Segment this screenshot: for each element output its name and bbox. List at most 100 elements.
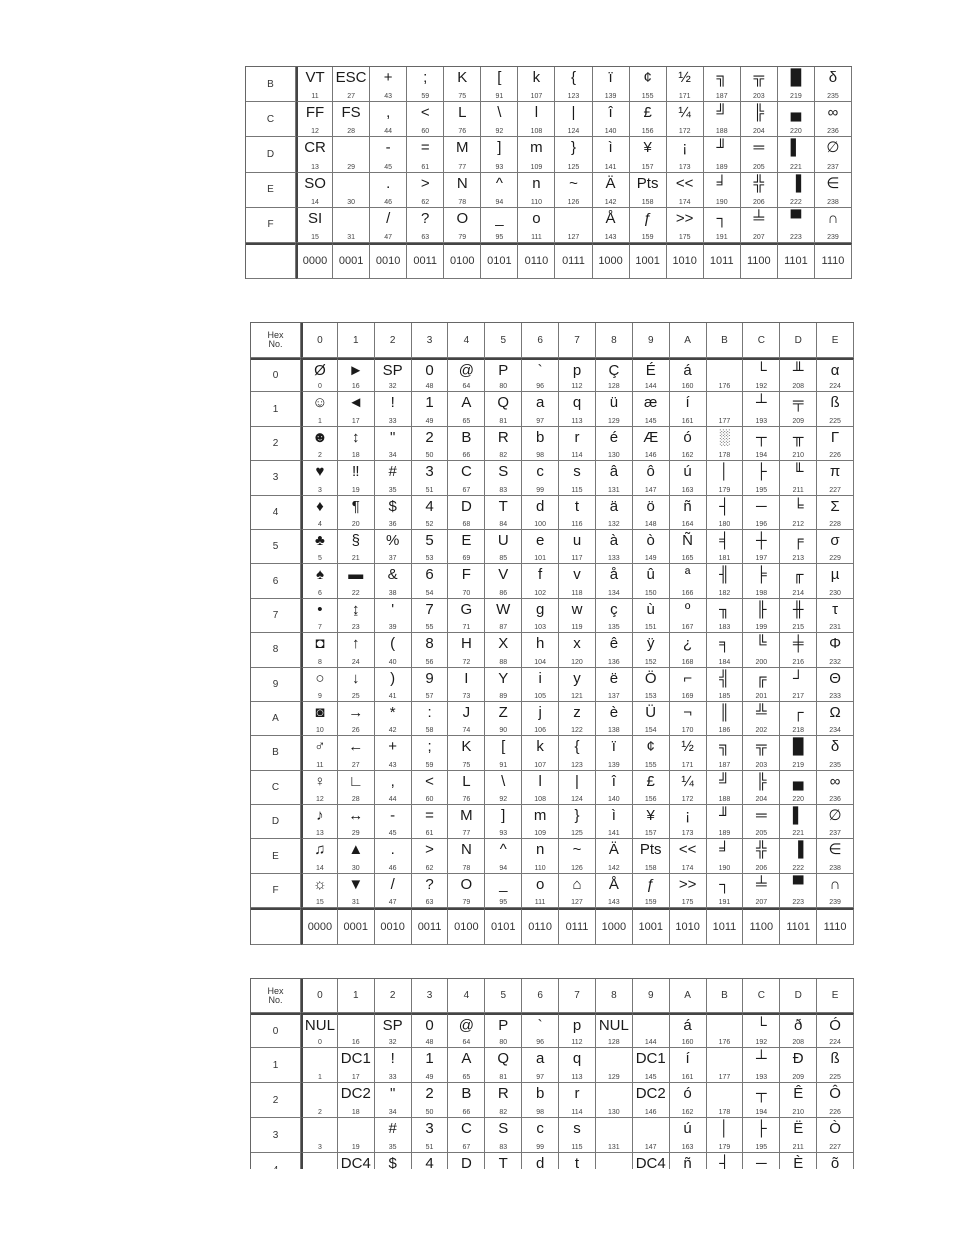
character-cell: ☻ 2 (301, 426, 338, 462)
column-header: 0 (301, 323, 338, 358)
decimal-code: 223 (790, 233, 802, 241)
decimal-code: 75 (458, 93, 467, 101)
character-cell: >62 (407, 172, 445, 208)
decimal-code: 85 (499, 555, 508, 563)
decimal-code: 104 (534, 658, 546, 666)
character-cell: T (485, 1153, 523, 1169)
character-glyph: ▀ (790, 209, 802, 227)
character-glyph: L (462, 772, 471, 790)
character-cell: q 113 (559, 1048, 596, 1083)
decimal-code: 195 (755, 1144, 768, 1151)
row-label: B (246, 67, 296, 103)
character-cell: ☼ 15 (301, 873, 338, 909)
decimal-code: 220 (790, 128, 802, 136)
character-cell: <60 (407, 102, 445, 138)
decimal-code: 155 (644, 761, 657, 769)
binary-label: 0111 (559, 908, 596, 946)
character-glyph: ⌂ (572, 875, 582, 893)
character-cell: ▀ 223 (780, 873, 818, 909)
decimal-code: 126 (571, 864, 583, 872)
character-cell: ╜ 189 (706, 805, 744, 840)
character-cell: M 77 (448, 805, 486, 840)
character-cell: ╩ 202 (743, 701, 781, 737)
character-glyph: Γ (830, 428, 840, 446)
character-glyph: Φ (829, 635, 842, 653)
decimal-code: 45 (384, 163, 393, 171)
character-cell: ╦ 203 (740, 67, 778, 103)
character-cell: p 112 (559, 358, 596, 393)
row-label: D (246, 137, 296, 173)
character-cell: B 66 (448, 1083, 486, 1118)
row-label: 7 (251, 598, 301, 634)
character-glyph: Æ (643, 428, 659, 446)
column-header: 5 (485, 323, 523, 358)
character-glyph: X (498, 635, 509, 653)
decimal-code: 73 (462, 692, 471, 700)
character-glyph: Đ (792, 1050, 804, 1067)
binary-label: 0011 (407, 242, 445, 279)
decimal-code: 66 (462, 452, 471, 460)
character-cell: ╬ 206 (743, 839, 781, 874)
character-glyph: >> (675, 209, 694, 227)
decimal-code: 110 (534, 864, 546, 872)
character-glyph: M (456, 139, 469, 157)
decimal-code: 118 (571, 589, 583, 597)
character-cell: ¥157 (632, 805, 670, 840)
decimal-code: 37 (388, 555, 397, 563)
decimal-code: 91 (495, 93, 504, 101)
decimal-code: 230 (829, 589, 841, 597)
decimal-code: 159 (641, 233, 654, 241)
column-header: 0 (301, 979, 338, 1013)
decimal-code: 30 (351, 864, 360, 872)
character-cell: p 112 (559, 1013, 596, 1048)
character-glyph: í (685, 394, 690, 412)
character-cell: R 82 (485, 426, 523, 462)
decimal-code: 72 (462, 658, 471, 666)
character-glyph: k (536, 738, 544, 756)
decimal-code: 194 (755, 1109, 768, 1116)
character-glyph: $ (388, 1155, 397, 1169)
character-cell: 29 (333, 137, 371, 173)
character-cell: a 97 (522, 392, 560, 427)
character-cell: ═ 205 (740, 137, 778, 173)
character-cell: █ 219 (780, 736, 818, 771)
decimal-code: 10 (316, 727, 324, 735)
character-cell: ¢ 155 (632, 736, 670, 771)
character-cell: ] 93 (485, 805, 523, 840)
character-cell: 144 (632, 1013, 670, 1048)
character-cell: Ä 142 (592, 172, 630, 208)
character-glyph: N (460, 841, 472, 859)
decimal-code: 156 (644, 796, 657, 804)
character-glyph: ` (537, 1017, 543, 1034)
character-cell: ↕ 18 (337, 426, 375, 462)
character-cell: Q 81 (485, 392, 523, 427)
character-cell: ╠ 204 (743, 770, 781, 806)
row-label: 1 (251, 392, 301, 427)
decimal-code: 211 (792, 1144, 804, 1151)
character-cell: ╦ 203 (743, 736, 781, 771)
character-glyph: ╚ (756, 635, 767, 653)
character-glyph: ) (390, 669, 396, 687)
binary-label: 0010 (374, 908, 412, 946)
character-glyph: ╦ (753, 69, 765, 86)
character-glyph: ╛ (719, 841, 730, 859)
character-glyph: Ω (829, 703, 841, 721)
character-cell: y 121 (559, 667, 596, 702)
character-glyph: 2 (425, 1085, 434, 1102)
character-cell: Ö 153 (632, 667, 670, 702)
column-header: 1 (337, 979, 375, 1013)
character-cell: E 69 (448, 529, 486, 565)
character-glyph: B (461, 428, 472, 446)
character-glyph: ╥ (792, 428, 804, 446)
character-glyph: ? (425, 875, 434, 893)
decimal-code: 5 (317, 555, 322, 563)
decimal-code: 192 (755, 1039, 768, 1046)
character-cell: F 70 (448, 564, 486, 599)
decimal-code: 3 (317, 1144, 322, 1151)
character-glyph: ¼ (678, 104, 691, 122)
character-cell: ╧ 207 (740, 207, 778, 243)
decimal-code: 238 (827, 198, 839, 206)
column-header: A (669, 323, 707, 358)
code-table-main: Hex No. 0 1 2 3 4 5 6 7 8 9 A B C D E 0 Ø 0 ► 16 SP 32 0 48 @64 P 8… (250, 322, 854, 946)
character-cell: s 115 (559, 461, 596, 496)
